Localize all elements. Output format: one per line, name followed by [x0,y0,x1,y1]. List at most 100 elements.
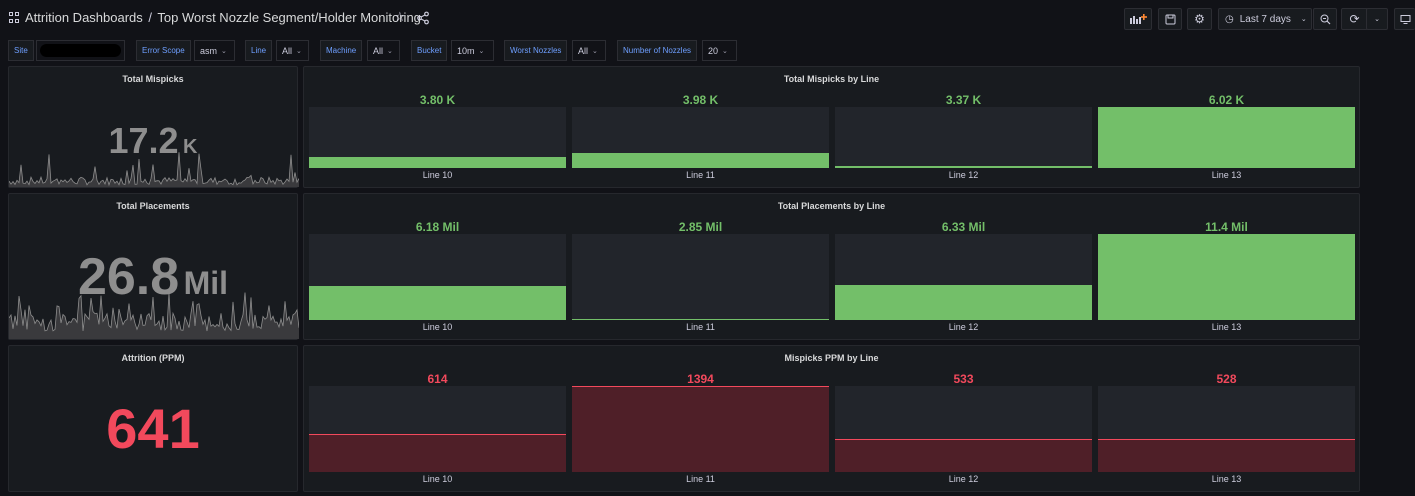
dashboard-title[interactable]: Top Worst Nozzle Segment/Holder Monitori… [157,10,421,25]
var-site-label: Site [8,40,34,61]
panel-total-mispicks-by-line[interactable]: Total Mispicks by Line 3.80 K Line 10 3.98… [303,66,1360,188]
bar-label: Line 12 [948,474,979,484]
bar-label: Line 13 [1211,170,1242,180]
save-dashboard-button[interactable] [1158,8,1182,30]
chevron-down-icon: ⌄ [1300,16,1307,23]
bar-fill [1098,107,1355,168]
var-number-of-nozzles-label: Number of Nozzles [617,40,698,61]
panel-title: Attrition (PPM) [121,353,185,363]
sparkline-line [9,292,299,332]
var-line-value: All [282,45,293,56]
panel-title: Total Placements [116,201,190,211]
bar-value: 6.18 Mil [415,220,460,234]
dashboards-grid-icon[interactable] [9,12,20,23]
monitor-icon [1400,14,1410,24]
bar-label: Line 10 [422,322,453,332]
breadcrumb-root[interactable]: Attrition Dashboards [25,10,143,25]
panel-total-placements[interactable]: Total Placements 26.8 Mil [8,193,299,340]
bar-track [572,107,829,168]
bar-item: 2.85 Mil Line 11 [572,194,829,339]
bar-item: 3.37 K Line 12 [835,67,1092,187]
tv-mode-button[interactable] [1394,8,1415,30]
breadcrumb: Attrition Dashboards / Top Worst Nozzle … [25,10,421,25]
add-panel-button[interactable] [1124,8,1152,30]
sparkline-area [9,152,299,187]
bar-track [309,234,566,320]
time-range-picker[interactable]: ◷ Last 7 days ⌄ [1218,8,1312,30]
bar-track [835,386,1092,472]
star-icon[interactable]: ☆ [394,9,406,24]
panel-title: Total Mispicks [122,74,184,84]
chevron-down-icon: ⌄ [387,47,393,55]
add-panel-icon [1130,14,1147,24]
panel-total-mispicks[interactable]: Total Mispicks 17.2 K [8,66,299,188]
var-bucket-select[interactable]: 10m ⌄ [451,40,494,61]
bar-label: Line 13 [1211,322,1242,332]
bar-label: Line 11 [686,474,715,484]
var-worst-nozzles-select[interactable]: All ⌄ [572,40,606,61]
chevron-down-icon: ⌄ [296,47,302,55]
chevron-down-icon: ⌄ [1374,16,1380,23]
bar-value: 6.33 Mil [941,220,986,234]
bar-track [309,386,566,472]
bar-label: Line 12 [948,322,979,332]
gear-icon: ⚙ [1194,12,1205,26]
bar-value: 614 [427,372,448,386]
refresh-icon: ⟳ [1349,12,1360,26]
bar-item: 3.98 K Line 11 [572,67,829,187]
var-bucket-label: Bucket [411,40,448,61]
bar-fill [1098,234,1355,320]
bar-fill [309,434,566,472]
bar-track [309,107,566,168]
panel-total-placements-by-line[interactable]: Total Placements by Line 6.18 Mil Line 10… [303,193,1360,340]
bar-item: 528 Line 13 [1098,346,1355,491]
var-number-of-nozzles-select[interactable]: 20 ⌄ [702,40,737,61]
refresh-button[interactable]: ⟳ [1341,8,1368,30]
panel-title: Mispicks PPM by Line [784,353,879,363]
bar-fill [835,285,1092,320]
var-site-select[interactable] [36,40,125,61]
var-number-of-nozzles-value: 20 [708,45,719,56]
share-icon[interactable] [416,11,430,25]
var-error-scope-value: asm [200,45,218,56]
bar-fill [309,286,566,320]
placements-sparkline [9,292,299,339]
bar-item: 614 Line 10 [309,346,566,491]
bar-track [835,107,1092,168]
bar-track [572,386,829,472]
bar-track [572,234,829,320]
stat-value: 26.8 Mil [9,247,297,307]
stat-unit: Mil [183,265,229,301]
bar-fill [1098,439,1355,472]
dashboard-settings-button[interactable]: ⚙ [1187,8,1212,30]
bar-item: 11.4 Mil Line 13 [1098,194,1355,339]
bar-label: Line 11 [686,170,715,180]
bar-item: 1394 Line 11 [572,346,829,491]
chevron-down-icon: ⌄ [722,47,728,55]
refresh-interval-dropdown[interactable]: ⌄ [1366,8,1388,30]
chevron-down-icon: ⌄ [592,47,598,55]
stat-number: 17.2 [108,120,179,161]
bar-item: 6.33 Mil Line 12 [835,194,1092,339]
var-worst-nozzles-value: All [578,45,589,56]
zoom-out-button[interactable] [1313,8,1337,30]
stat-number: 26.8 [77,248,180,306]
var-bucket-value: 10m [457,45,475,56]
var-machine-select[interactable]: All ⌄ [367,40,400,61]
bar-item: 6.02 K Line 13 [1098,67,1355,187]
sparkline-line [9,152,299,187]
panel-attrition[interactable]: Attrition (PPM) 641 [8,345,298,492]
var-line-select[interactable]: All ⌄ [276,40,309,61]
bar-label: Line 11 [686,322,715,332]
bar-fill [835,439,1092,472]
mispicks-sparkline [9,152,299,187]
panel-mispicks-ppm-by-line[interactable]: Mispicks PPM by Line 614 Line 10 1394 Line … [303,345,1360,492]
var-error-scope-select[interactable]: asm ⌄ [194,40,235,61]
bar-fill [835,166,1092,168]
bar-label: Line 12 [948,170,979,180]
bar-fill [572,319,829,320]
save-icon [1165,14,1175,24]
panel-title: Total Mispicks by Line [783,74,880,84]
bar-item: 533 Line 12 [835,346,1092,491]
chevron-down-icon: ⌄ [221,47,227,55]
